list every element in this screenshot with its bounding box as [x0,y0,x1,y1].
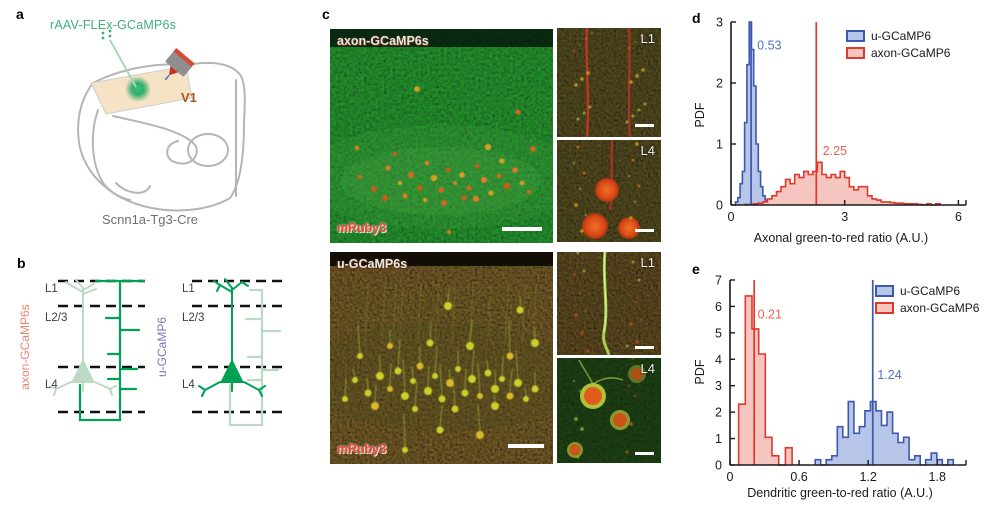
svg-text:7: 7 [715,274,722,288]
svg-text:0: 0 [716,199,723,213]
legend-item-u-gcamp6: u-GCaMP6 [846,27,950,44]
legend-label: u-GCaMP6 [900,283,961,298]
svg-text:2.25: 2.25 [823,144,847,158]
red-channel-label-top: mRuby3 [337,221,387,235]
svg-text:1.24: 1.24 [877,368,901,382]
y-axis-label-d: PDF [693,102,707,128]
panel-e-label: e [692,261,700,277]
panel-d-label: d [692,10,701,26]
legend-swatch-red [875,301,894,314]
v1-region-label: V1 [181,90,197,105]
axon-gcamp6s-axon-icon [78,279,146,422]
red-channel-label-bottom: mRuby3 [337,442,387,456]
axonal-ratio-chart: 0.53 2.25 0 1 2 3 0 3 6 [716,16,967,224]
y-axis-label-e: PDF [693,359,707,385]
legend-item-u-gcamp6: u-GCaMP6 [875,282,979,299]
legend-swatch-red [846,46,865,59]
inset-label-l1-bottom: L1 [640,255,655,270]
inset-label-l4-bottom: L4 [640,361,655,376]
legend-item-axon-gcamp6: axon-GCaMP6 [846,44,950,61]
injection-site-icon [125,76,151,102]
brain-injection-diagram [77,29,246,212]
x-axis-label-d: Axonal green-to-red ratio (A.U.) [753,231,929,245]
micrograph-axon-gcamp6s: axon-GCaMP6s mRuby3 [330,29,553,243]
svg-text:3: 3 [715,379,722,393]
construct-label: rAAV-FLEx-GCaMP6s [50,18,177,32]
panel-b-label: b [17,255,26,271]
svg-text:5: 5 [715,326,722,340]
svg-text:1: 1 [715,432,722,446]
svg-text:0: 0 [728,210,735,224]
svg-text:1.2: 1.2 [859,470,876,484]
svg-text:1.8: 1.8 [929,470,946,484]
inset-axon-l4: L4 [557,140,661,242]
axon-gcamp6s-neuron-dendrites-icon [49,279,117,396]
svg-text:0: 0 [715,459,722,473]
layer-l1-label-left: L1 [45,283,58,295]
layer-boundaries-left [58,279,145,414]
x-axis-label-e: Dendritic green-to-red ratio (A.U.) [747,486,933,500]
layer-l1-label-right: L1 [182,283,195,295]
layer-l4-label-right: L4 [182,379,195,391]
panel-c-label: c [322,6,330,22]
svg-text:1: 1 [716,138,723,152]
layer-l23-label-left: L2/3 [45,312,68,324]
svg-text:4: 4 [715,353,722,367]
svg-text:2: 2 [716,77,723,91]
legend-swatch-blue [846,29,865,42]
svg-text:0: 0 [727,470,734,484]
svg-text:2: 2 [715,406,722,420]
axon-gcamp6s-soma-icon [71,359,95,383]
scale-bar [635,452,654,455]
scale-bar [508,444,544,448]
panel-d-histogram: 0.53 2.25 0 1 2 3 0 3 6 u-GCaMP6 axon-GCaMP6 Axo… [690,0,1005,253]
panel-e-histogram: 0.21 1.24 0 1 2 3 4 5 6 7 0 0.6 1.2 1.8 u-GCaMP6 axon… [690,258,1005,519]
svg-text:6: 6 [955,210,962,224]
scale-bar [635,229,654,232]
legend-d: u-GCaMP6 axon-GCaMP6 [846,27,950,61]
neuron-schematics [49,278,284,427]
u-gcamp6-axon-icon [228,288,282,427]
u-gcamp6-dendrites-icon [198,278,266,397]
inset-axon-l1: L1 [557,28,661,137]
objective-icon [164,48,195,81]
legend-label: axon-GCaMP6 [900,300,980,315]
inset-label-l4-top: L4 [640,143,655,158]
dendritic-ratio-chart: 0.21 1.24 0 1 2 3 4 5 6 7 0 0.6 1.2 1.8 [715,274,967,484]
virus-droplets-icon [101,29,112,40]
micrograph-u-gcamp6s: u-GCaMP6s mRuby3 [330,252,553,464]
inset-u-l1: L1 [557,252,661,355]
legend-label: axon-GCaMP6 [871,45,951,60]
scale-bar [635,346,654,349]
svg-text:0.6: 0.6 [790,470,807,484]
legend-swatch-blue [875,284,894,297]
scale-bar [635,124,654,127]
svg-text:3: 3 [841,210,848,224]
legend-label: u-GCaMP6 [871,28,932,43]
svg-text:6: 6 [715,300,722,314]
legend-e: u-GCaMP6 axon-GCaMP6 [875,282,979,316]
green-channel-label-bottom: u-GCaMP6s [337,257,408,271]
svg-text:0.53: 0.53 [757,38,781,52]
svg-text:0.21: 0.21 [758,307,782,321]
legend-item-axon-gcamp6: axon-GCaMP6 [875,299,979,316]
injection-needle-icon [109,39,137,88]
layer-boundaries-right [192,279,284,414]
svg-text:3: 3 [716,16,723,30]
inset-label-l1-top: L1 [640,31,655,46]
scale-bar [502,227,542,231]
panel-a-label: a [16,6,24,22]
layer-l23-label-right: L2/3 [182,312,205,324]
green-channel-label-top: axon-GCaMP6s [337,34,429,48]
inset-u-l4: L4 [557,358,661,463]
mouse-line-label: Scnn1a-Tg3-Cre [101,212,199,227]
u-gcamp6-soma-icon [220,359,244,383]
